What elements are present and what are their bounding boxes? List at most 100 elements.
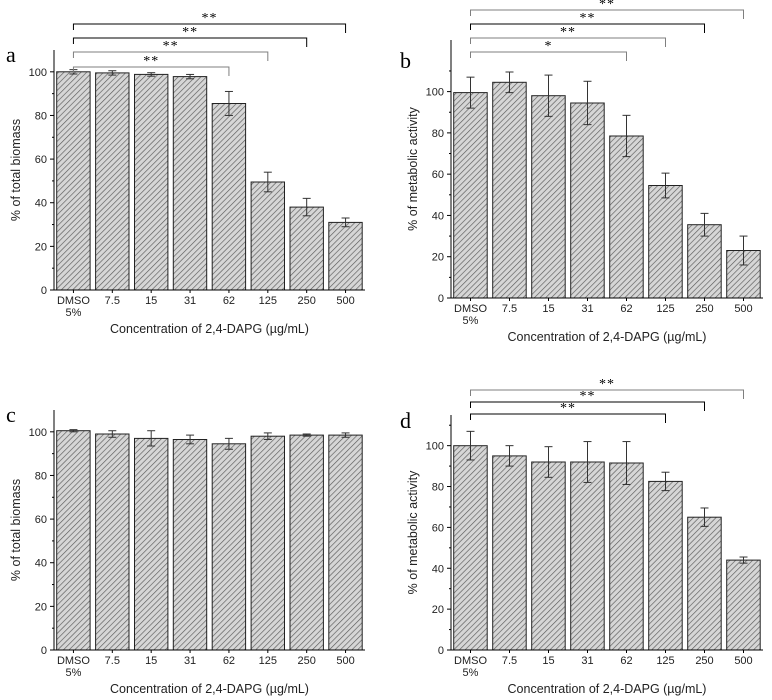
x-tick-label: 125 — [259, 655, 277, 667]
x-tick-label: 5% — [65, 667, 81, 679]
error-bar — [186, 73, 195, 80]
error-bar — [186, 434, 195, 445]
y-tick-label: 20 — [35, 601, 47, 613]
bar — [531, 461, 566, 651]
x-tick-label: 250 — [298, 295, 316, 307]
error-bar — [263, 432, 272, 440]
y-tick-label: 60 — [432, 522, 444, 534]
error-bar — [700, 507, 709, 527]
bar — [95, 433, 130, 651]
error-bar — [544, 74, 553, 117]
error-bar — [466, 430, 475, 461]
y-tick-label: 20 — [432, 252, 444, 264]
bar — [56, 71, 91, 291]
x-tick-label: 62 — [223, 295, 235, 307]
y-tick-label: 60 — [432, 169, 444, 181]
y-axis-title: % of total biomass — [9, 119, 23, 221]
significance-label: ** — [599, 0, 615, 12]
y-tick-label: 0 — [41, 285, 47, 297]
y-tick-label: 100 — [426, 441, 444, 453]
x-tick-label: 250 — [695, 303, 713, 315]
bar — [289, 434, 324, 651]
x-tick-label: 62 — [620, 303, 632, 315]
x-tick-label: 500 — [734, 303, 752, 315]
error-bar — [622, 441, 631, 485]
x-tick-label: 7.5 — [502, 655, 517, 667]
bar — [687, 224, 722, 299]
y-tick-label: 80 — [35, 110, 47, 122]
bar — [134, 437, 169, 651]
error-bar — [583, 80, 592, 126]
bar — [609, 462, 644, 651]
x-tick-label: 500 — [336, 295, 354, 307]
significance-label: ** — [560, 25, 576, 40]
error-bar — [466, 76, 475, 109]
x-tick-label: 31 — [184, 655, 196, 667]
bar — [172, 76, 208, 291]
error-bar — [739, 556, 748, 564]
x-tick-label: 500 — [734, 655, 752, 667]
x-tick-label: 62 — [620, 655, 632, 667]
bar — [531, 95, 566, 299]
significance-bracket: ** — [470, 401, 666, 423]
error-bar — [224, 90, 233, 116]
error-bar — [583, 441, 592, 483]
y-tick-label: 0 — [438, 293, 444, 305]
bar — [134, 73, 169, 291]
x-tick-label: 15 — [542, 303, 554, 315]
bar — [172, 439, 208, 651]
y-tick-label: 0 — [438, 645, 444, 657]
x-tick-label: 15 — [145, 295, 157, 307]
error-bar — [661, 172, 670, 199]
bar — [95, 72, 130, 291]
significance-bracket: ** — [72, 25, 308, 47]
x-tick-label: 500 — [336, 655, 354, 667]
error-bar — [622, 114, 631, 158]
error-bar — [69, 429, 78, 433]
error-bar — [505, 445, 514, 467]
error-bar — [147, 430, 156, 447]
error-bar — [341, 217, 350, 228]
x-tick-label: DMSO — [454, 303, 487, 315]
significance-bracket: ** — [72, 54, 230, 76]
x-tick-label: DMSO — [454, 655, 487, 667]
y-tick-label: 80 — [432, 128, 444, 140]
error-bar — [263, 171, 272, 193]
x-tick-label: 15 — [145, 655, 157, 667]
bar — [492, 81, 527, 299]
y-axis-title: % of total biomass — [9, 479, 23, 581]
y-tick-label: 100 — [29, 67, 47, 79]
bar — [609, 135, 644, 299]
bar — [687, 516, 722, 651]
error-bar — [661, 471, 670, 492]
bar — [492, 455, 527, 651]
significance-bracket: ** — [470, 377, 744, 399]
significance-label: * — [545, 39, 553, 54]
significance-bracket: ** — [470, 0, 744, 19]
y-tick-label: 60 — [35, 154, 47, 166]
bar — [328, 221, 363, 291]
significance-bracket: ** — [470, 25, 666, 47]
bar — [648, 480, 683, 651]
x-axis-title: Concentration of 2,4-DAPG (µg/mL) — [110, 682, 309, 696]
y-tick-label: 60 — [35, 514, 47, 526]
significance-label: ** — [580, 389, 596, 404]
bar — [289, 206, 324, 291]
bar — [56, 430, 91, 651]
x-tick-label: 250 — [298, 655, 316, 667]
significance-bracket: ** — [72, 11, 347, 33]
error-bar — [544, 446, 553, 478]
y-tick-label: 40 — [432, 210, 444, 222]
bar — [726, 559, 761, 651]
x-tick-label: 31 — [184, 295, 196, 307]
x-axis-title: Concentration of 2,4-DAPG (µg/mL) — [508, 682, 707, 696]
x-tick-label: DMSO — [57, 655, 90, 667]
bar — [328, 434, 363, 651]
x-axis-title: Concentration of 2,4-DAPG (µg/mL) — [110, 322, 309, 336]
bar — [211, 103, 247, 291]
